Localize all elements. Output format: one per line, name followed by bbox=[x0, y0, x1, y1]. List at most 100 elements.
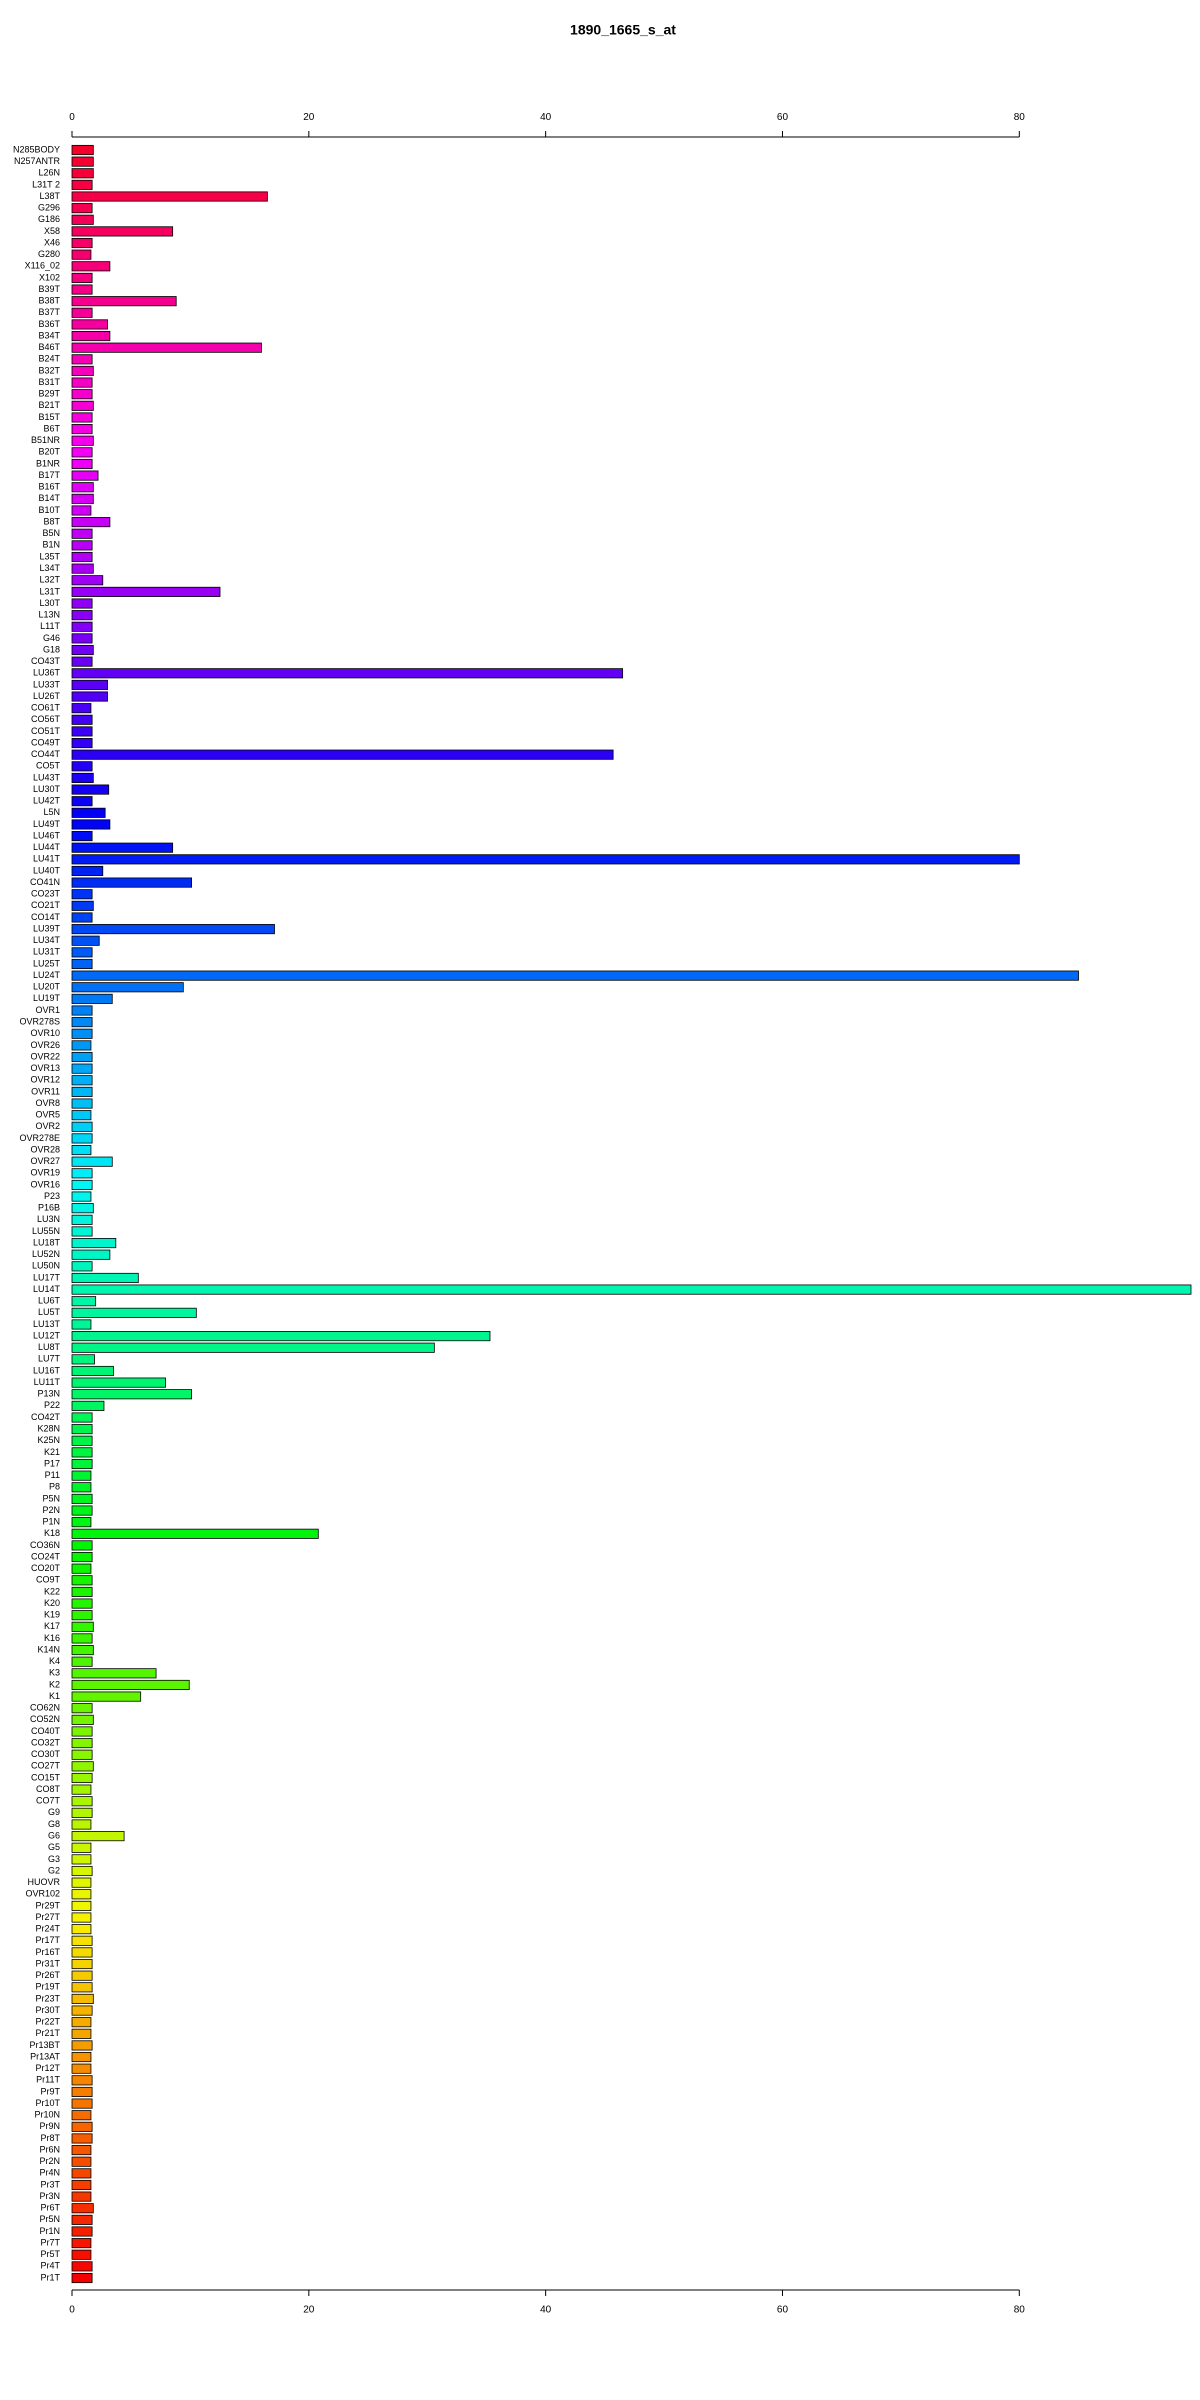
bar bbox=[71, 342, 262, 353]
y-tick-label: L13N bbox=[38, 610, 60, 620]
bar bbox=[71, 1575, 93, 1586]
bar bbox=[71, 1900, 92, 1911]
bar bbox=[71, 1400, 105, 1411]
y-tick-label: Pr6N bbox=[39, 2144, 60, 2154]
bar bbox=[71, 1598, 93, 1609]
bar bbox=[71, 2145, 92, 2156]
bar bbox=[71, 970, 1079, 981]
y-tick-label: B51NR bbox=[31, 435, 61, 445]
y-tick-label: CO24T bbox=[31, 1551, 61, 1561]
y-tick-label: LU24T bbox=[33, 970, 61, 980]
bar bbox=[71, 1645, 94, 1656]
y-tick-label: B6T bbox=[43, 423, 60, 433]
bar bbox=[71, 1179, 93, 1190]
bar bbox=[71, 203, 93, 214]
y-tick-label: B10T bbox=[38, 505, 60, 515]
bar bbox=[71, 1691, 142, 1702]
bar bbox=[71, 772, 94, 783]
bar bbox=[71, 1005, 93, 1016]
bar bbox=[71, 1621, 94, 1632]
y-tick-label: CO27T bbox=[31, 1761, 61, 1771]
y-tick-label: CO23T bbox=[31, 889, 61, 899]
bar bbox=[71, 842, 174, 853]
y-tick-label: Pr16T bbox=[35, 1947, 60, 1957]
bar bbox=[71, 854, 1020, 865]
y-tick-label: K21 bbox=[44, 1447, 60, 1457]
y-tick-label: LU12T bbox=[33, 1330, 61, 1340]
bar bbox=[71, 1389, 192, 1400]
bar bbox=[71, 1424, 93, 1435]
y-tick-label: Pr23T bbox=[35, 1993, 60, 2003]
y-tick-label: LU7T bbox=[38, 1354, 61, 1364]
y-tick-label: L30T bbox=[39, 598, 60, 608]
y-tick-label: OVR8 bbox=[35, 1098, 60, 1108]
y-tick-label: LU6T bbox=[38, 1296, 61, 1306]
y-tick-label: Pr11T bbox=[36, 2075, 60, 2085]
y-tick-label: LU36T bbox=[33, 668, 61, 678]
y-tick-label: L38T bbox=[39, 191, 60, 201]
y-tick-label: CO20T bbox=[31, 1563, 61, 1573]
bar bbox=[71, 1889, 92, 1900]
bar bbox=[71, 1726, 93, 1737]
y-tick-label: L5N bbox=[43, 807, 60, 817]
bar bbox=[71, 633, 93, 644]
bar bbox=[71, 389, 93, 400]
y-tick-label: K28N bbox=[37, 1424, 60, 1434]
y-tick-label: CO36N bbox=[30, 1540, 60, 1550]
bar bbox=[71, 1842, 92, 1853]
bar bbox=[71, 865, 104, 877]
bar bbox=[71, 575, 104, 586]
y-tick-label: LU3N bbox=[37, 1214, 60, 1224]
y-tick-label: B1NR bbox=[36, 458, 61, 468]
bar bbox=[71, 237, 93, 249]
y-tick-label: L34T bbox=[39, 563, 60, 573]
y-tick-label: CO49T bbox=[31, 737, 61, 747]
y-tick-label: B38T bbox=[38, 296, 60, 306]
bar bbox=[71, 2052, 92, 2063]
y-tick-label: B21T bbox=[38, 400, 60, 410]
bar bbox=[71, 517, 111, 528]
y-tick-label: B32T bbox=[38, 365, 60, 375]
bar bbox=[71, 1296, 97, 1307]
x-tick-label: 40 bbox=[540, 2304, 552, 2315]
y-tick-label: G18 bbox=[43, 644, 60, 654]
y-tick-label: K4 bbox=[49, 1656, 60, 1666]
bar bbox=[71, 2214, 93, 2225]
bar bbox=[71, 935, 100, 946]
bar bbox=[71, 2063, 92, 2074]
y-tick-label: LU11T bbox=[34, 1377, 61, 1387]
y-tick-label: N257ANTR bbox=[14, 156, 61, 166]
bar bbox=[71, 272, 93, 283]
bar bbox=[71, 412, 93, 423]
y-tick-label: CO8T bbox=[36, 1784, 61, 1794]
bar bbox=[71, 528, 93, 539]
y-tick-label: K19 bbox=[44, 1610, 60, 1620]
bar bbox=[71, 540, 93, 551]
bar bbox=[71, 912, 93, 923]
y-tick-label: Pr10N bbox=[34, 2110, 60, 2120]
y-tick-label: OVR1 bbox=[35, 1005, 60, 1015]
y-tick-label: CO5T bbox=[36, 761, 61, 771]
bar bbox=[71, 284, 93, 295]
y-tick-label: Pr13BT bbox=[29, 2040, 60, 2050]
y-tick-label: LU5T bbox=[38, 1307, 61, 1317]
bar bbox=[71, 1063, 93, 1074]
bar bbox=[71, 2110, 92, 2121]
y-tick-label: OVR13 bbox=[30, 1063, 60, 1073]
bar bbox=[71, 1191, 92, 1202]
bar bbox=[71, 1319, 92, 1330]
y-tick-label: K16 bbox=[44, 1633, 60, 1643]
bar bbox=[71, 1563, 92, 1574]
y-tick-label: Pr29T bbox=[35, 1900, 60, 1910]
y-tick-label: G186 bbox=[38, 214, 60, 224]
y-tick-label: Pr30T bbox=[35, 2005, 60, 2015]
y-tick-label: G2 bbox=[48, 1865, 60, 1875]
bar bbox=[71, 1331, 491, 1342]
bar bbox=[71, 1075, 93, 1086]
y-tick-label: OVR102 bbox=[25, 1889, 60, 1899]
y-tick-label: B46T bbox=[38, 342, 60, 352]
bar bbox=[71, 2168, 92, 2179]
bar bbox=[71, 563, 94, 574]
bar bbox=[71, 168, 94, 179]
